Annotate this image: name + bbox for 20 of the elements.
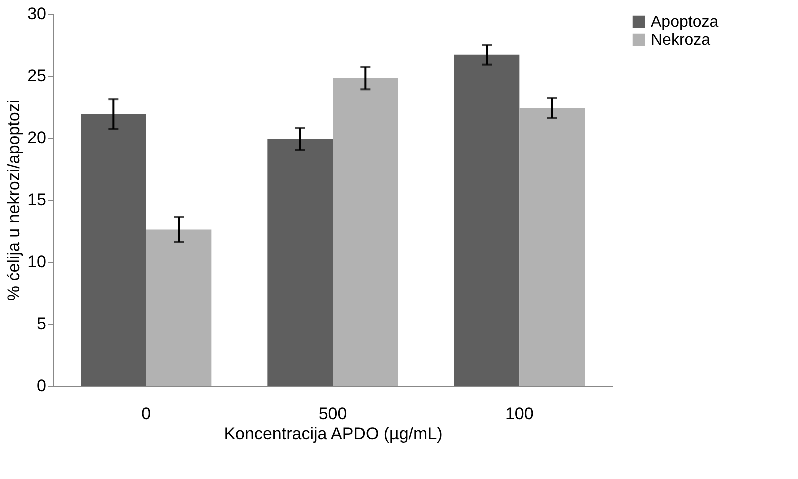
y-tick-label: 5 bbox=[37, 314, 46, 334]
bar bbox=[454, 54, 520, 386]
bar bbox=[81, 114, 146, 386]
x-tick-label: 500 bbox=[318, 404, 348, 424]
bar bbox=[268, 139, 333, 386]
legend-label: Nekroza bbox=[651, 32, 711, 49]
bar bbox=[333, 78, 398, 386]
x-tick-label: 100 bbox=[505, 404, 534, 424]
y-tick-label: 25 bbox=[28, 66, 46, 86]
legend-label: Apoptoza bbox=[651, 14, 719, 31]
x-axis-title: Koncentracija APDO (µg/mL) bbox=[224, 424, 443, 444]
y-axis-title: % ćelija u nekrozi/apoptozi bbox=[4, 100, 24, 302]
y-tick-label: 20 bbox=[28, 128, 46, 148]
x-tick-label: 0 bbox=[142, 404, 152, 424]
y-tick-label: 10 bbox=[28, 252, 46, 272]
y-tick-label: 30 bbox=[28, 4, 46, 24]
bar bbox=[520, 108, 585, 386]
y-tick-label: 15 bbox=[28, 190, 46, 210]
y-tick-label: 0 bbox=[37, 376, 46, 396]
bar bbox=[146, 230, 212, 386]
